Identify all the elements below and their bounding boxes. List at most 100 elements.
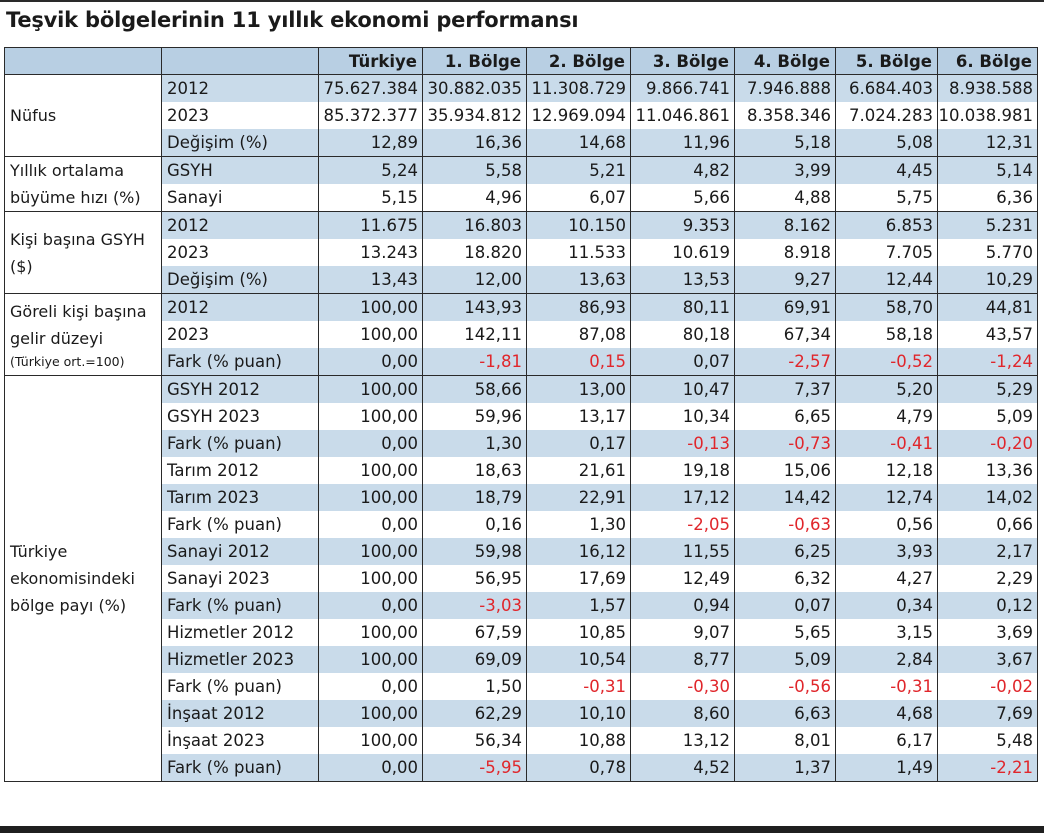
table-row: Kişi başına GSYH ($) 2012 11.675 16.803 10.1… (4, 211, 1038, 294)
group-label: Göreli kişi başına gelir düzeyi (Türkiye … (4, 293, 162, 376)
value-cell: 1,57 (526, 592, 631, 619)
value-cell: 0,66 (937, 511, 1038, 538)
value-cell: 11.308.729 (526, 74, 631, 102)
value-cell: 142,11 (422, 321, 527, 348)
value-cell: 12,18 (835, 457, 938, 484)
value-cell: 0,56 (835, 511, 938, 538)
table-row: Türkiye ekonomisindeki bölge payı (%) GSY… (4, 375, 1038, 782)
value-cell: 59,98 (422, 538, 527, 565)
table-row: İnşaat 2012 100,00 62,29 10,10 8,60 6,63 4,68 7… (5, 700, 1038, 727)
value-cell: 0,07 (630, 348, 735, 376)
value-cell: -2,21 (937, 754, 1038, 782)
value-cell: 18.820 (422, 239, 527, 266)
table-row: Yıllık ortalama büyüme hızı (%) GSYH 5,24 5… (4, 156, 1038, 212)
group-label: Türkiye ekonomisindeki bölge payı (%) (4, 375, 162, 782)
table-row: Fark (% puan) 0,00 -1,81 0,15 0,07 -2,57 -0,52… (5, 348, 1038, 376)
value-cell: 12,00 (422, 266, 527, 294)
table-row: 2023 100,00 142,11 87,08 80,18 67,34 58,18 43,5… (5, 321, 1038, 348)
row-label: 2012 (161, 74, 319, 102)
value-cell: 16,36 (422, 129, 527, 157)
table-row: Tarım 2012 100,00 18,63 21,61 19,18 15,06 12,1… (5, 457, 1038, 484)
group-note: (Türkiye ort.=100) (10, 353, 125, 369)
value-cell: -1,81 (422, 348, 527, 376)
value-cell: 9,07 (630, 619, 735, 646)
value-cell: 6,25 (734, 538, 836, 565)
value-cell: 1,37 (734, 754, 836, 782)
value-cell: 1,30 (422, 430, 527, 457)
value-cell: 3,93 (835, 538, 938, 565)
value-cell: 4,82 (630, 156, 735, 184)
value-cell: 14,42 (734, 484, 836, 511)
value-cell: 5,65 (734, 619, 836, 646)
value-cell: 19,18 (630, 457, 735, 484)
value-cell: 100,00 (318, 375, 423, 403)
value-cell: 100,00 (318, 293, 423, 321)
row-label: Fark (% puan) (161, 511, 319, 538)
value-cell: 8,77 (630, 646, 735, 673)
row-label: Fark (% puan) (161, 348, 319, 376)
value-cell: 7.946.888 (734, 74, 836, 102)
table-row: Fark (% puan) 0,00 -3,03 1,57 0,94 0,07 0,34 0,… (5, 592, 1038, 619)
row-label: Sanayi 2012 (161, 538, 319, 565)
value-cell: 86,93 (526, 293, 631, 321)
value-cell: 6,32 (734, 565, 836, 592)
row-label: Sanayi (161, 184, 319, 212)
value-cell: 10.150 (526, 211, 631, 239)
value-cell: -0,63 (734, 511, 836, 538)
group-label-text: Türkiye ekonomisindeki bölge payı (%) (10, 542, 135, 615)
value-cell: 21,61 (526, 457, 631, 484)
header-cell: Türkiye (318, 47, 423, 75)
value-cell: 4,52 (630, 754, 735, 782)
value-cell: 9.353 (630, 211, 735, 239)
value-cell: 0,16 (422, 511, 527, 538)
row-label: Fark (% puan) (161, 430, 319, 457)
group-label: Nüfus (4, 74, 162, 157)
value-cell: 5,75 (835, 184, 938, 212)
table-row: Hizmetler 2012 100,00 67,59 10,85 9,07 5,65 3,… (5, 619, 1038, 646)
value-cell: 100,00 (318, 538, 423, 565)
value-cell: 14,68 (526, 129, 631, 157)
value-cell: 6,65 (734, 403, 836, 430)
value-cell: 4,68 (835, 700, 938, 727)
row-label: 2012 (161, 293, 319, 321)
value-cell: 16,12 (526, 538, 631, 565)
table-row: Sanayi 2023 100,00 56,95 17,69 12,49 6,32 4,27… (5, 565, 1038, 592)
value-cell: 2,17 (937, 538, 1038, 565)
row-label: GSYH 2012 (161, 375, 319, 403)
row-label: Değişim (%) (161, 266, 319, 294)
value-cell: -2,57 (734, 348, 836, 376)
value-cell: 58,18 (835, 321, 938, 348)
value-cell: 75.627.384 (318, 74, 423, 102)
value-cell: 100,00 (318, 619, 423, 646)
value-cell: 9,27 (734, 266, 836, 294)
value-cell: 5,24 (318, 156, 423, 184)
value-cell: 8.162 (734, 211, 836, 239)
value-cell: 67,34 (734, 321, 836, 348)
value-cell: 6,17 (835, 727, 938, 754)
row-label: Hizmetler 2023 (161, 646, 319, 673)
value-cell: 13,00 (526, 375, 631, 403)
value-cell: 12,89 (318, 129, 423, 157)
value-cell: 6.684.403 (835, 74, 938, 102)
row-label: Hizmetler 2012 (161, 619, 319, 646)
value-cell: 58,66 (422, 375, 527, 403)
group-label: Kişi başına GSYH ($) (4, 211, 162, 294)
value-cell: 87,08 (526, 321, 631, 348)
value-cell: 5.231 (937, 211, 1038, 239)
value-cell: 2,29 (937, 565, 1038, 592)
row-label: 2012 (161, 211, 319, 239)
value-cell: 9.866.741 (630, 74, 735, 102)
row-label: İnşaat 2012 (161, 700, 319, 727)
value-cell: 4,79 (835, 403, 938, 430)
value-cell: 0,12 (937, 592, 1038, 619)
value-cell: 0,00 (318, 592, 423, 619)
group-label-text: Göreli kişi başına gelir düzeyi (10, 301, 147, 348)
value-cell: 7,37 (734, 375, 836, 403)
value-cell: 100,00 (318, 457, 423, 484)
value-cell: 100,00 (318, 565, 423, 592)
value-cell: 2,84 (835, 646, 938, 673)
table-row: GSYH 2023 100,00 59,96 13,17 10,34 6,65 4,79 5,… (5, 403, 1038, 430)
value-cell: 17,12 (630, 484, 735, 511)
value-cell: 13,53 (630, 266, 735, 294)
value-cell: 17,69 (526, 565, 631, 592)
